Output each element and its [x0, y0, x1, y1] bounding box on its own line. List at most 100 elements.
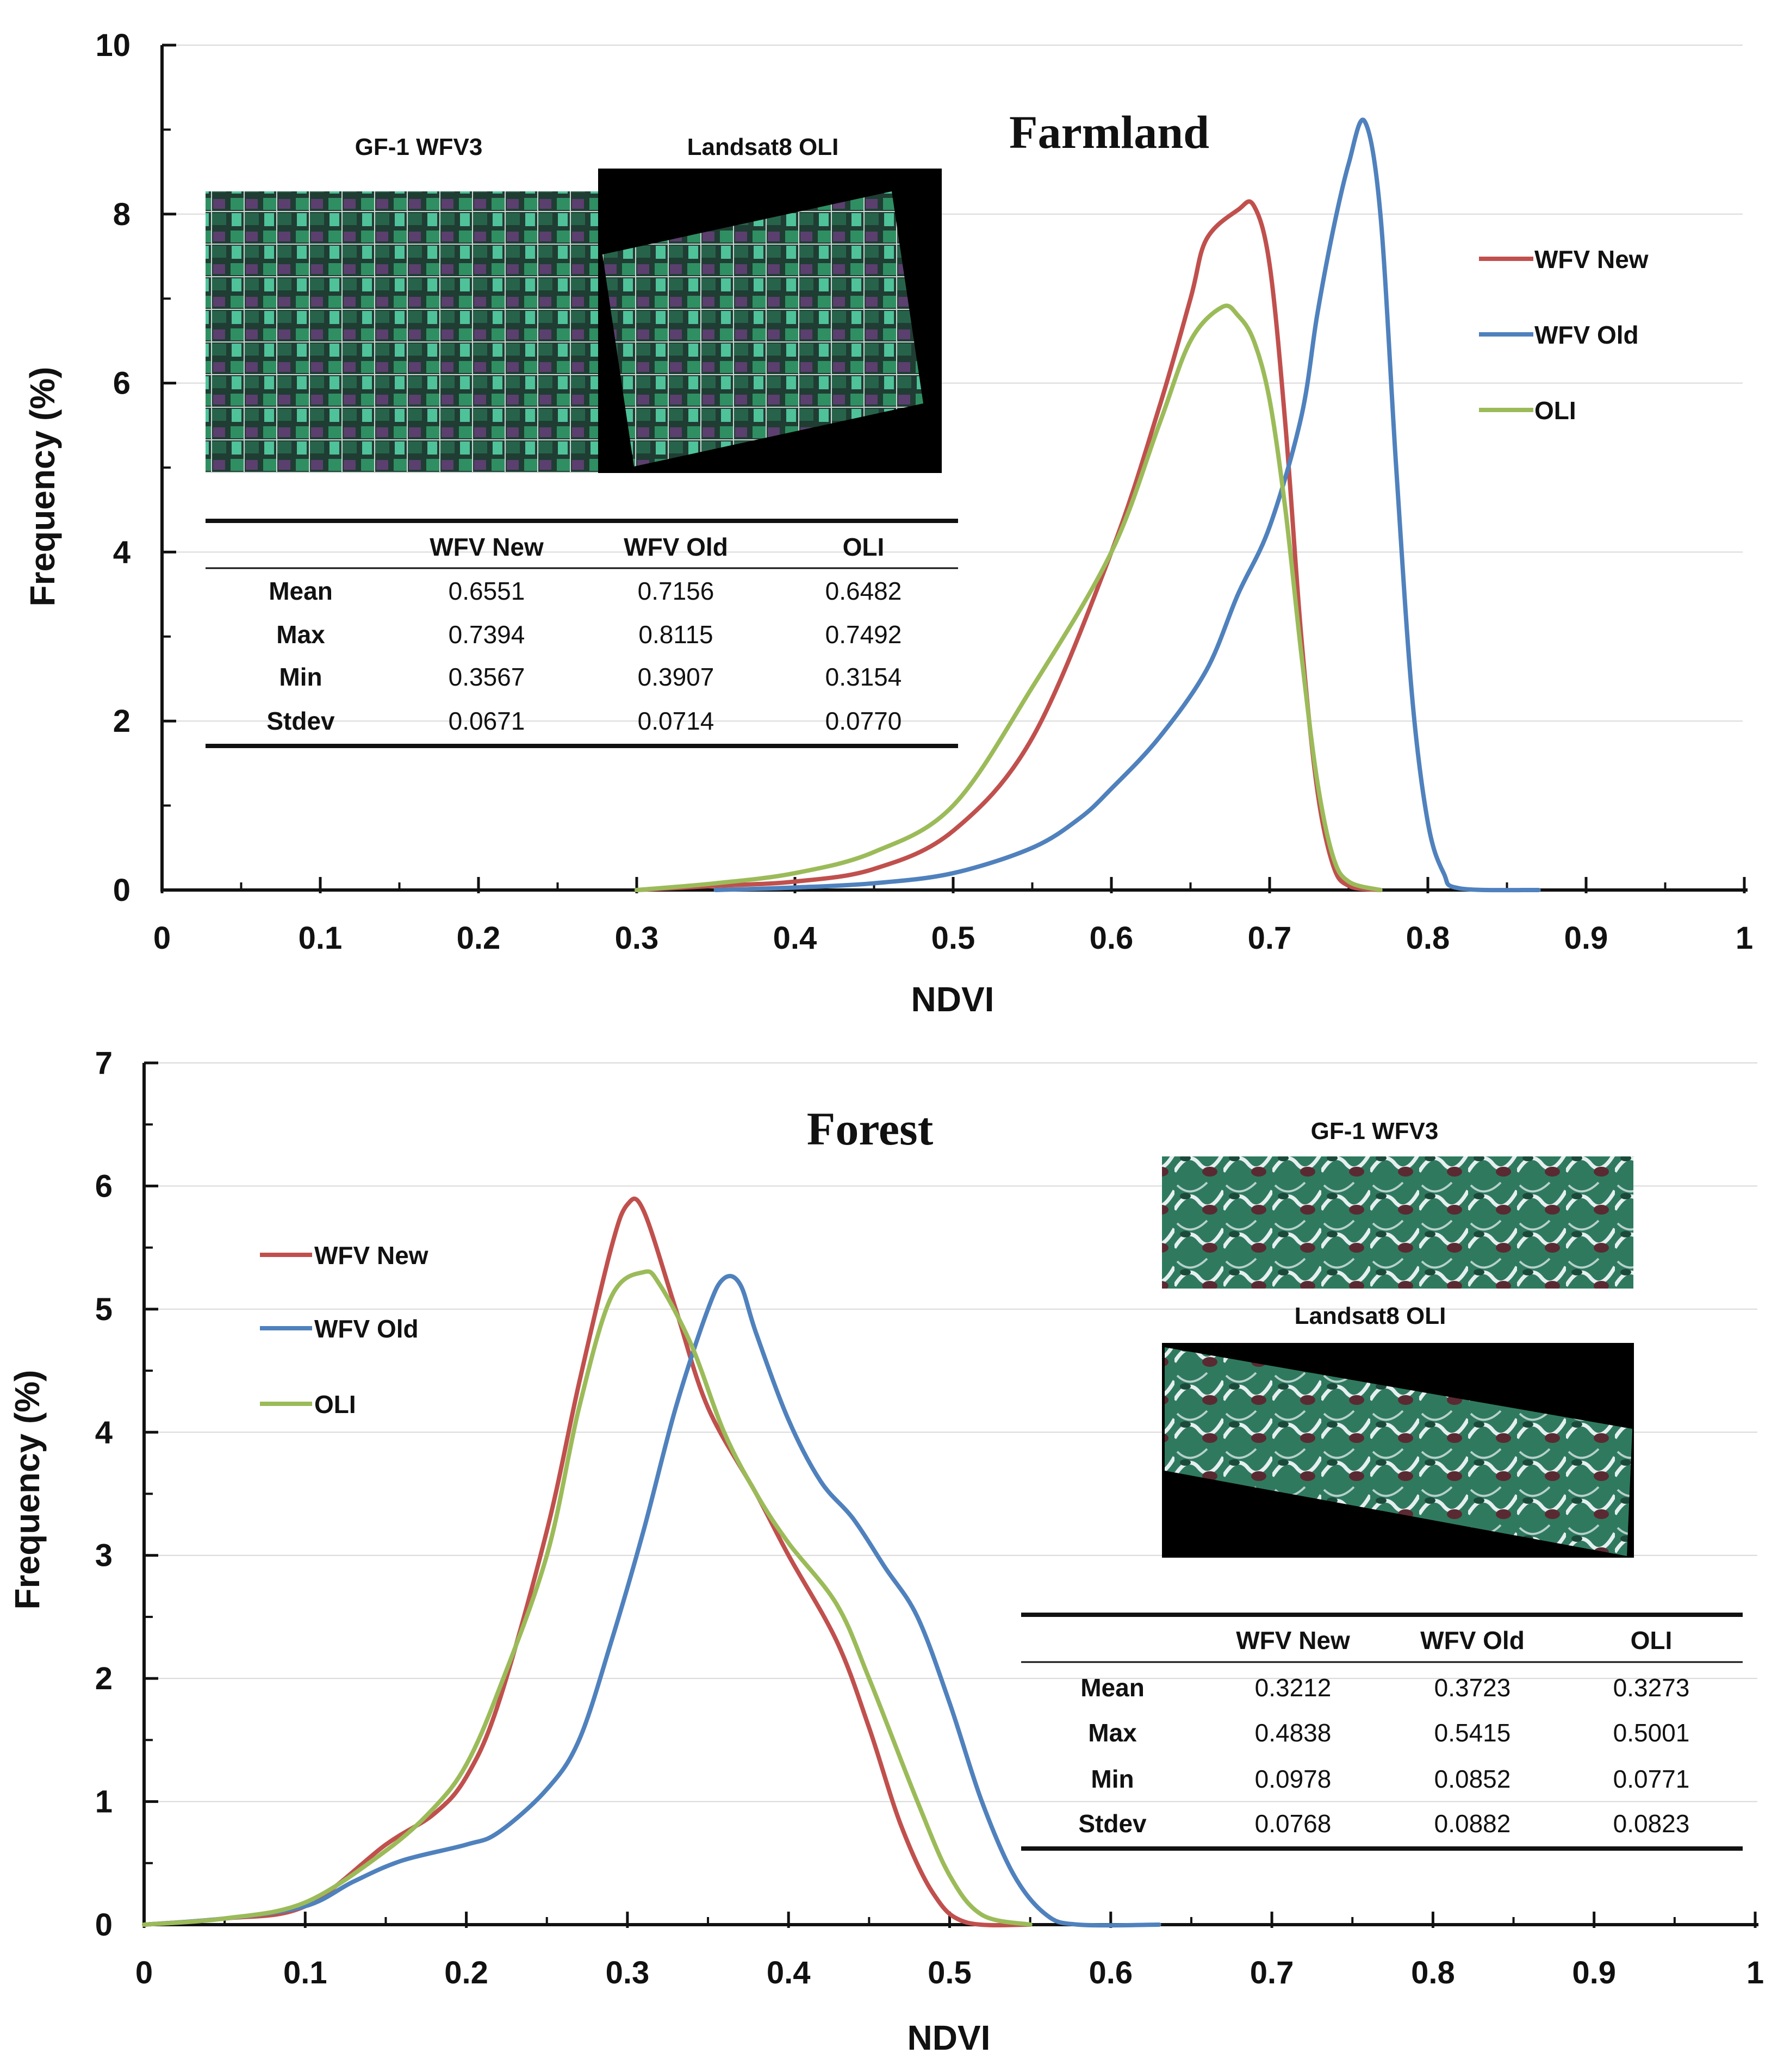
cell-max-wfv-new: 0.4838: [1255, 1719, 1332, 1747]
y-tick-label: 5: [95, 1292, 113, 1327]
forest-series: [142, 1196, 1161, 1928]
inset-caption-landsat: Landsat8 OLI: [687, 134, 839, 160]
inset-caption-gf1: GF-1 WFV3: [355, 134, 483, 160]
y-axis-label: Frequency (%): [8, 1370, 47, 1610]
y-tick-label: 6: [95, 1168, 113, 1204]
cell-mean-oli: 0.6482: [825, 577, 902, 605]
row-label-min: Min: [1091, 1765, 1134, 1793]
cell-max-wfv-old: 0.5415: [1434, 1719, 1511, 1747]
x-tick-label: 0.9: [1564, 920, 1608, 956]
cell-min-oli: 0.3154: [825, 663, 902, 691]
forest-legend: WFV New WFV Old OLI: [260, 1241, 428, 1418]
y-tick-label: 3: [95, 1538, 113, 1573]
cell-stdev-oli: 0.0770: [825, 707, 902, 735]
x-tick-label: 0.6: [1090, 920, 1134, 956]
series-line-wfv-old: [713, 117, 1541, 893]
farmland-series: [635, 117, 1541, 893]
series-line-oli: [142, 1269, 1033, 1927]
y-axis-label: Frequency (%): [23, 367, 62, 607]
x-tick-label: 0.4: [767, 1955, 811, 1990]
x-tick-label: 0.3: [606, 1955, 650, 1990]
forest-x-tick-labels: 0 0.1 0.2 0.3 0.4 0.5 0.6 0.7 0.8 0.9 1: [135, 1955, 1764, 1990]
x-axis-label: NDVI: [911, 980, 994, 1019]
x-tick-label: 0.4: [773, 920, 817, 956]
y-tick-label: 6: [113, 366, 130, 401]
y-tick-label: 8: [113, 197, 130, 232]
forest-axes: [142, 1061, 1758, 1928]
inset-caption-landsat: Landsat8 OLI: [1295, 1303, 1446, 1329]
cell-mean-wfv-old: 0.3723: [1434, 1673, 1511, 1702]
x-tick-label: 0.3: [615, 920, 659, 956]
x-tick-label: 0.9: [1572, 1955, 1616, 1990]
farmland-x-tick-labels: 0 0.1 0.2 0.3 0.4 0.5 0.6 0.7 0.8 0.9 1: [153, 920, 1753, 956]
cell-stdev-wfv-new: 0.0671: [449, 707, 525, 735]
cell-max-oli: 0.5001: [1613, 1719, 1690, 1747]
forest-insets: GF-1 WFV3 Landsat8 OLI: [1162, 1118, 1634, 1558]
row-label-mean: Mean: [269, 577, 333, 605]
legend-label-wfv-old: WFV Old: [314, 1315, 419, 1343]
y-tick-label: 7: [95, 1046, 113, 1081]
chart-title: Forest: [807, 1103, 934, 1155]
legend-label-wfv-old: WFV Old: [1534, 321, 1639, 349]
row-label-min: Min: [279, 663, 322, 691]
y-tick-label: 4: [113, 534, 130, 570]
gf1-farmland-image: [206, 191, 598, 473]
y-tick-label: 10: [95, 28, 130, 63]
row-label-max: Max: [276, 620, 325, 649]
y-tick-label: 0: [113, 873, 130, 908]
farmland-insets: GF-1 WFV3 Landsat8 OLI: [206, 134, 942, 473]
cell-min-wfv-old: 0.0852: [1434, 1765, 1511, 1793]
y-tick-label: 2: [113, 704, 130, 739]
inset-caption-gf1: GF-1 WFV3: [1311, 1118, 1439, 1144]
farmland-legend: WFV New WFV Old OLI: [1479, 245, 1649, 425]
cell-mean-wfv-new: 0.6551: [449, 577, 525, 605]
row-label-stdev: Stdev: [266, 707, 335, 735]
cell-min-wfv-new: 0.3567: [449, 663, 525, 691]
row-label-mean: Mean: [1080, 1673, 1145, 1702]
x-tick-label: 1: [1736, 920, 1753, 956]
forest-y-tick-labels: 0 1 2 3 4 5 6 7: [95, 1046, 113, 1943]
legend-label-oli: OLI: [314, 1390, 356, 1418]
x-tick-label: 0.8: [1411, 1955, 1455, 1990]
cell-stdev-wfv-old: 0.0714: [638, 707, 714, 735]
col-header-wfv-new: WFV New: [430, 533, 544, 561]
x-tick-label: 0.2: [444, 1955, 488, 1990]
legend-label-oli: OLI: [1534, 396, 1576, 425]
col-header-wfv-old: WFV Old: [624, 533, 728, 561]
cell-mean-wfv-old: 0.7156: [638, 577, 714, 605]
landsat-forest-image: [1165, 1347, 1632, 1556]
x-tick-label: 0.2: [457, 920, 501, 956]
col-header-wfv-new: WFV New: [1236, 1626, 1350, 1654]
x-tick-label: 1: [1746, 1955, 1764, 1990]
x-tick-label: 0.5: [928, 1955, 972, 1990]
row-label-stdev: Stdev: [1078, 1809, 1147, 1838]
series-line-wfv-old: [142, 1274, 1161, 1928]
farmland-chart: 0 2 4 6 8 10 0 0.1 0.2 0.3 0.4 0.5 0.6 0.7 0.8 0.9 1 Fa…: [23, 28, 1753, 1019]
legend-label-wfv-new: WFV New: [314, 1241, 428, 1270]
col-header-wfv-old: WFV Old: [1420, 1626, 1525, 1654]
cell-stdev-oli: 0.0823: [1613, 1809, 1690, 1838]
x-tick-label: 0.1: [283, 1955, 327, 1990]
x-tick-label: 0.7: [1248, 920, 1292, 956]
gf1-forest-image: [1162, 1156, 1633, 1289]
farmland-y-tick-labels: 0 2 4 6 8 10: [95, 28, 130, 908]
x-tick-label: 0.7: [1250, 1955, 1294, 1990]
series-line-oli: [635, 303, 1383, 892]
x-axis-label: NDVI: [907, 2018, 991, 2057]
cell-min-wfv-new: 0.0978: [1255, 1765, 1332, 1793]
x-tick-label: 0: [153, 920, 171, 956]
y-tick-label: 4: [95, 1415, 113, 1450]
row-label-max: Max: [1088, 1719, 1137, 1747]
cell-max-wfv-old: 0.8115: [638, 620, 713, 649]
cell-max-wfv-new: 0.7394: [449, 620, 525, 649]
x-tick-label: 0.6: [1089, 1955, 1133, 1990]
chart-title: Farmland: [1009, 106, 1209, 158]
x-tick-label: 0: [135, 1955, 153, 1990]
forest-stats-table: WFV New WFV Old OLI Mean 0.3212 0.3723 0…: [1021, 1613, 1743, 1851]
col-header-oli: OLI: [1631, 1626, 1673, 1654]
x-tick-label: 0.8: [1406, 920, 1450, 956]
y-tick-label: 2: [95, 1661, 113, 1696]
cell-mean-oli: 0.3273: [1613, 1673, 1690, 1702]
forest-chart: 0 1 2 3 4 5 6 7 0 0.1 0.2 0.3 0.4 0.5 0.6 0.7 0.8 0.9 1 F…: [8, 1046, 1764, 2057]
